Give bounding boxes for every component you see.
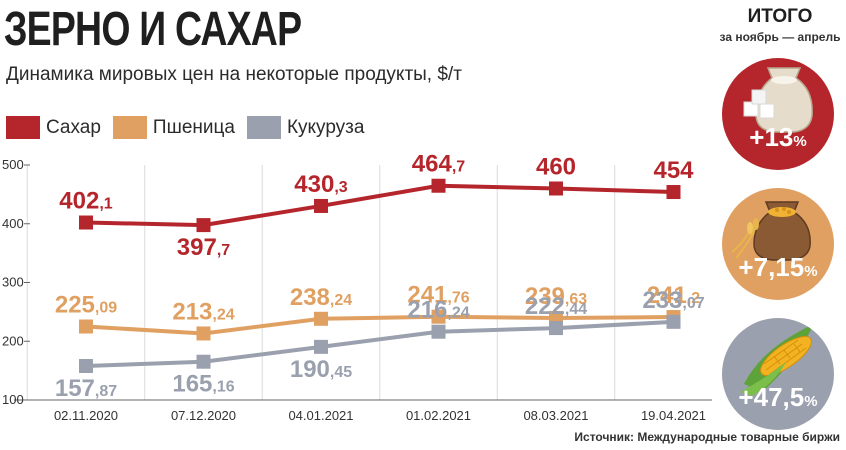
page-title: ЗЕРНО И САХАР (4, 3, 302, 56)
data-point-wheat (314, 311, 328, 326)
data-label-corn: 222,44 (525, 293, 587, 320)
data-label-corn: 157,87 (55, 375, 117, 402)
summary-value-sugar: +13% (749, 122, 807, 152)
summary-circle-sugar: +13% (722, 58, 834, 170)
data-label-sugar: 430,3 (294, 171, 347, 198)
data-label-wheat: 241,2 (647, 282, 700, 309)
x-tick-label: 19.04.2021 (641, 408, 706, 423)
y-tick-label: 400 (2, 216, 24, 231)
wheat-sack-icon (731, 201, 811, 261)
data-label-wheat: 241,76 (407, 282, 469, 309)
data-label-sugar: 402,1 (59, 188, 112, 215)
data-label-wheat: 213,24 (172, 298, 234, 325)
data-label-sugar: 397,7 (177, 234, 230, 261)
chart-subtitle: Динамика мировых цен на некоторые продук… (6, 64, 462, 85)
legend-label-wheat: Пшеница (152, 116, 235, 138)
data-label-sugar: 454 (653, 157, 694, 184)
data-point-corn (431, 324, 446, 339)
data-point-sugar (666, 185, 681, 200)
summary-title: ИТОГО (747, 6, 813, 27)
legend-swatch-wheat (112, 116, 147, 139)
x-tick-label: 08.03.2021 (523, 408, 588, 423)
corn-cob-icon (740, 324, 814, 396)
data-label-sugar: 460 (536, 154, 576, 181)
y-tick-label: 100 (2, 392, 24, 407)
legend-item-corn: Кукуруза (246, 116, 365, 139)
summary-value-wheat: +7,15% (738, 252, 818, 282)
data-label-wheat: 225,09 (55, 292, 117, 319)
legend-item-wheat: Пшеница (112, 116, 235, 139)
data-point-sugar (314, 198, 328, 213)
series-line-corn (85, 319, 674, 369)
data-label-corn: 165,16 (172, 371, 234, 398)
legend: Сахар Пшеница Кукуруза (6, 116, 364, 139)
data-point-corn (196, 354, 211, 369)
data-point-sugar (431, 178, 446, 193)
data-label-corn: 233,07 (642, 287, 704, 314)
source-note: Источник: Международные товарные биржи (574, 430, 840, 444)
summary-circle-wheat: +7,15% (722, 188, 834, 300)
summary-panel: ИТОГО за ноябрь — апрель +13% +7,15% (714, 0, 846, 430)
data-point-corn (666, 314, 681, 329)
y-tick-label: 500 (2, 157, 24, 172)
x-tick-label: 07.12.2020 (171, 408, 236, 423)
data-point-wheat (196, 326, 211, 341)
data-point-corn (549, 321, 563, 336)
data-point-wheat (431, 309, 446, 324)
line-chart: 500 400 300 200 100 02.11.2020 07.12.2020 04.01… (2, 151, 712, 423)
x-tick-label: 01.02.2021 (406, 408, 471, 423)
y-tick-label: 300 (2, 275, 24, 290)
data-point-wheat (79, 319, 93, 334)
data-point-sugar (79, 215, 93, 230)
legend-swatch-sugar (6, 116, 40, 139)
data-point-sugar (196, 218, 211, 233)
data-point-corn (314, 339, 328, 354)
summary-circle-corn: +47,5% (722, 318, 834, 430)
summary-period: за ноябрь — апрель (719, 30, 841, 44)
series-line-sugar (85, 183, 674, 228)
data-label-sugar: 464,7 (412, 151, 465, 178)
legend-swatch-corn (246, 116, 281, 139)
legend-item-sugar: Сахар (6, 116, 101, 139)
series-line-wheat (85, 314, 674, 336)
legend-label-corn: Кукуруза (286, 116, 365, 138)
summary-value-corn: +47,5% (738, 382, 818, 412)
sugar-sack-icon (743, 67, 813, 133)
data-point-corn (79, 359, 93, 374)
data-label-wheat: 238,24 (290, 284, 352, 311)
data-label-wheat: 239,63 (525, 283, 587, 310)
data-point-sugar (549, 181, 563, 196)
data-label-corn: 216,24 (407, 297, 469, 324)
y-tick-label: 200 (2, 333, 24, 348)
legend-label-sugar: Сахар (46, 116, 101, 138)
x-tick-label: 02.11.2020 (54, 408, 118, 423)
data-label-corn: 190,45 (290, 356, 352, 383)
x-tick-label: 04.01.2021 (288, 408, 353, 423)
